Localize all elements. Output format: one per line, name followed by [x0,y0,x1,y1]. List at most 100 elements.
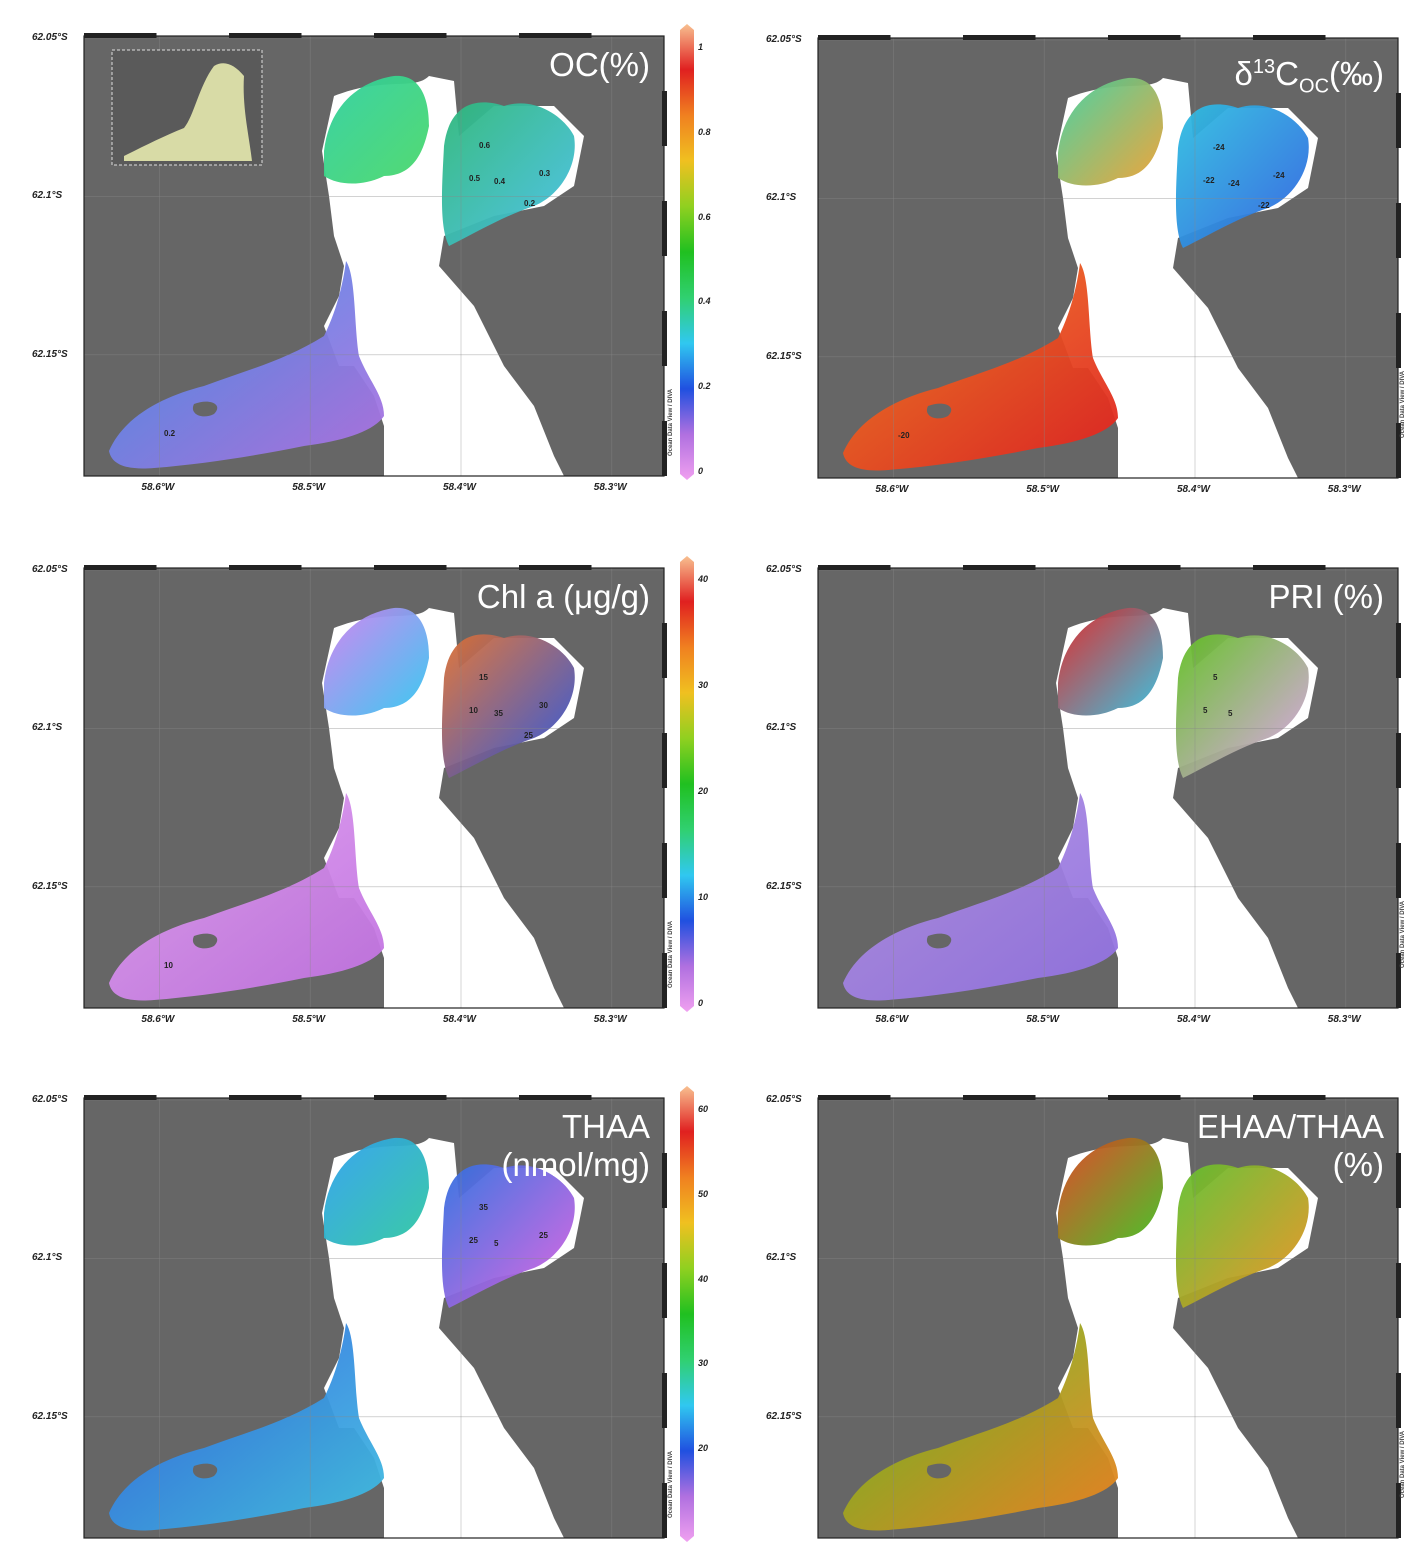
contour-label: -20 [898,431,910,440]
interpolated-field [441,634,575,778]
colorbar-tick: 10 [698,892,709,902]
longitude-label: 58.4°W [443,482,476,493]
map-panel-d13c: -24 -22 -24 -24 -22 -20 [817,35,1401,479]
longitude-label: 58.4°W [443,1014,476,1025]
map-panel-oc: 0.6 0.5 0.4 0.3 0.2 0.2 [83,33,667,477]
latitude-label: 62.15°S [766,350,802,362]
contour-label: 25 [469,1236,478,1245]
colorbar-tick: 0.8 [698,126,711,137]
software-credit: Ocean Data View / DIVA [668,388,674,456]
frame-tick [1253,565,1326,570]
map-canvas: 0.6 0.5 0.4 0.3 0.2 0.2 [83,33,667,477]
colorbar-tick: 30 [698,1358,709,1369]
latitude-label: 62.15°S [32,880,68,892]
frame-tick [662,201,667,256]
contour-label: 0.3 [539,169,551,178]
frame-tick [1396,423,1401,478]
colorbar-tick: 40 [698,574,709,584]
contour-label: 5 [1228,709,1233,718]
frame-tick [1253,1095,1326,1100]
latitude-label: 62.05°S [32,32,68,43]
interpolated-field [441,1164,575,1308]
frame-tick [662,623,667,678]
colorbar-tick: 0.2 [698,381,711,392]
map-panel-thaa: 35 25 5 25 [83,1095,667,1539]
title-main: PRI (%) [1268,578,1385,615]
contour-label: 10 [164,961,173,970]
longitude-label: 58.3°W [1327,484,1361,495]
interpolated-field [843,1323,1118,1531]
software-credit: Ocean Data View / DIVA [1400,1430,1406,1498]
contour-label: 0.4 [494,177,506,186]
contour-label: 15 [479,673,488,682]
interpolated-field [1175,104,1309,248]
island [192,933,218,949]
interpolated-field [324,607,429,716]
frame-tick [374,33,447,38]
panel-title: δ13COC(‰) [1235,48,1384,106]
software-credit: Ocean Data View / DIVA [1400,370,1406,438]
frame-tick [963,565,1036,570]
latitude-label: 62.1°S [766,192,797,204]
software-credit: Ocean Data View / DIVA [668,920,674,988]
title-unit: (nmol/mg) [501,1146,650,1183]
interpolated-field [843,793,1118,1001]
frame-tick [1253,35,1326,40]
contour-label: 0.5 [469,174,481,183]
frame-tick [963,35,1036,40]
frame-tick [1396,953,1401,1008]
colorbar-tick: 30 [698,680,709,690]
frame-tick [662,843,667,898]
colorbar [680,1086,694,1542]
panel-title: PRI (%) [1269,578,1385,616]
latitude-label: 62.05°S [766,564,802,575]
frame-tick [1396,93,1401,148]
latitude-label: 62.15°S [32,1410,68,1422]
contour-label: 35 [494,709,503,718]
interpolated-field [441,102,575,246]
frame-tick [818,565,891,570]
frame-tick [1396,1263,1401,1318]
latitude-label: 62.05°S [32,564,68,575]
frame-tick [662,311,667,366]
frame-tick [1396,313,1401,368]
frame-tick [818,1095,891,1100]
contour-label: -24 [1228,179,1240,188]
interpolated-field [1058,607,1163,716]
latitude-label: 62.1°S [32,190,63,202]
longitude-label: 58.5°W [1026,1014,1060,1025]
interpolated-field [324,1137,429,1246]
longitude-label: 58.3°W [593,482,627,493]
frame-tick [1396,1373,1401,1428]
title-main: THAA [561,1108,650,1145]
interpolated-field [1175,634,1309,778]
island [926,1463,952,1479]
contour-label: 5 [494,1239,499,1248]
frame-tick [662,953,667,1008]
interpolated-field [1175,1164,1309,1308]
contour-label: 10 [469,706,478,715]
interpolated-field [109,261,384,469]
longitude-label: 58.3°W [593,1014,627,1025]
latitude-label: 62.1°S [32,1252,63,1264]
contour-label: 0.2 [164,429,176,438]
colorbar-tick: 1 [698,42,704,52]
panel-title: Chl a (μg/g) [477,578,650,616]
contour-label: -24 [1273,171,1285,180]
frame-tick [662,1153,667,1208]
contour-label: 0.6 [479,141,491,150]
frame-tick [1108,565,1181,570]
colorbar [680,24,694,480]
contour-label: 25 [539,1231,548,1240]
interpolated-field [843,263,1118,471]
title-main: OC(%) [549,46,650,83]
interpolated-field [1058,1137,1163,1246]
frame-tick [1396,1153,1401,1208]
island [192,401,218,417]
colorbar-tick: 60 [698,1104,709,1114]
latitude-label: 62.1°S [766,1252,797,1264]
interpolated-field [109,793,384,1001]
contour-label: 25 [524,731,533,740]
interpolated-field [1058,77,1163,186]
frame-tick [229,565,302,570]
